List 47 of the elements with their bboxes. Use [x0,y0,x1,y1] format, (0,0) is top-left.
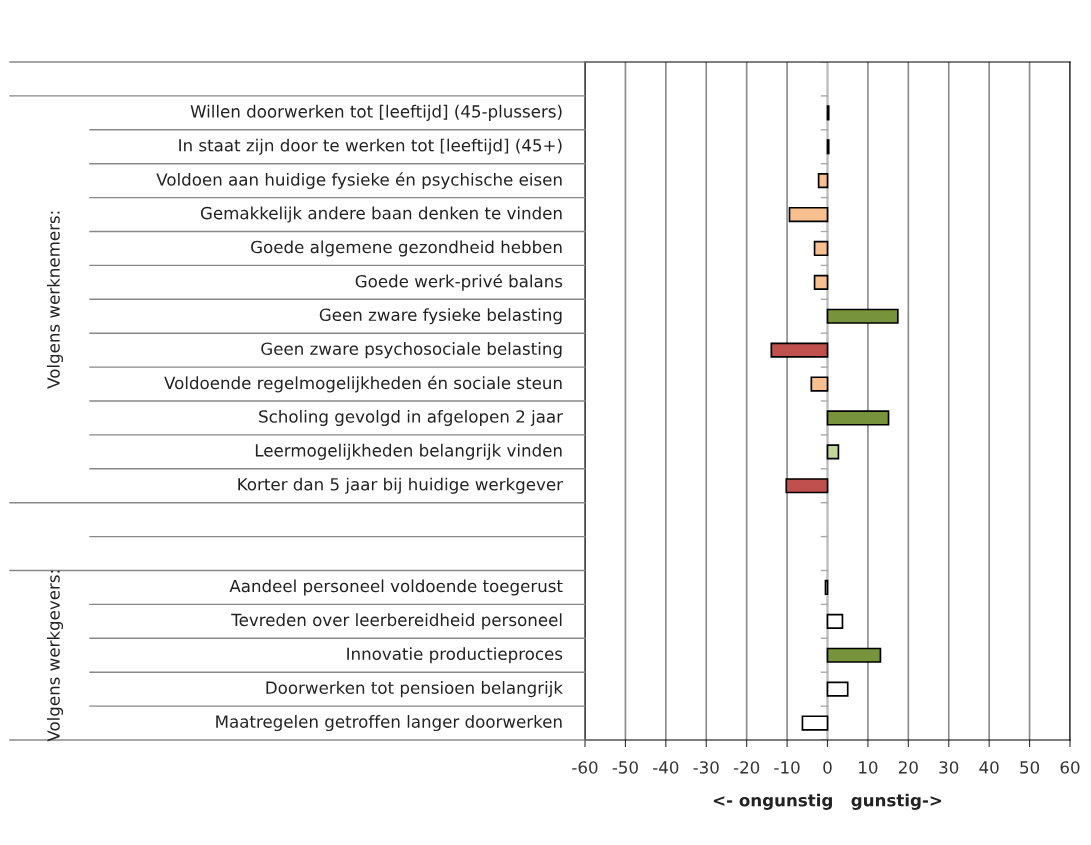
y-tick-label: Goede algemene gezondheid hebben [251,240,562,257]
x-tick-label: 60 [1060,761,1080,774]
x-tick-label: -20 [733,761,760,774]
bar [826,613,844,629]
bar [813,274,829,290]
y-tick-label: Voldoen aan huidige fysieke én psychische eisen [156,172,562,190]
bar [813,240,829,257]
y-tick-label: Leermogelijkheden belangrijk vinden [255,443,562,460]
x-tick-label: 50 [1020,761,1040,774]
bar [817,173,829,189]
y-tick-label: Doorwerken tot pensioen belangrijk [266,681,563,698]
x-tick-label: 30 [939,761,959,774]
x-tick-label: -50 [612,761,638,774]
bar [826,647,882,663]
y-tick-label: Gemakkelijk andere baan denken te vinden [200,206,562,223]
x-tick-label: -60 [572,761,598,774]
bar [801,715,829,731]
bar [810,376,829,392]
y-tick-label: Willen doorwerken tot [leeftijd] (45-plussers) [190,104,562,121]
bar [785,478,829,494]
y-tick-label: Tevreden over leerbereidheid personeel [231,613,562,630]
text: Volgens werkgevers: [46,570,64,742]
bar [788,206,829,223]
y-tick-label: Korter dan 5 jaar bij huidige werkgever [238,477,563,494]
x-tick-label: 40 [979,761,999,774]
y-tick-label: Scholing gevolgd in afgelopen 2 jaar [259,409,563,427]
bar [826,308,899,324]
text: Volgens werknemers: [46,211,64,389]
x-tick-label: 20 [898,761,918,774]
y-tick-label: Aandeel personeel voldoende toegerust [229,579,563,596]
y-tick-label: Geen zware fysieke belasting [319,308,562,325]
x-tick-label: -30 [693,761,719,774]
y-tick-label: Innovatie productieproces [347,647,563,664]
y-tick-label: In staat zijn door te werken tot [leeftijd] (45+) [179,138,562,155]
bar [826,410,890,426]
bar [826,444,840,460]
x-tick-label: -40 [653,761,679,774]
y-tick-label: Geen zware psychosociale belasting [261,342,562,359]
x-tick-label: -10 [774,761,800,774]
y-tick-label: Voldoende regelmogelijkheden én sociale steun [164,375,562,393]
y-tick-label: Maatregelen getroffen langer doorwerken [216,714,562,732]
x-axis-title: <- ongunstig gunstig-> [713,793,942,810]
x-tick-label: 10 [859,761,878,774]
bar [770,342,829,358]
bar [826,681,849,697]
x-tick-label: 0 [823,761,832,774]
y-tick-label: Goede werk-privé balans [355,273,563,291]
